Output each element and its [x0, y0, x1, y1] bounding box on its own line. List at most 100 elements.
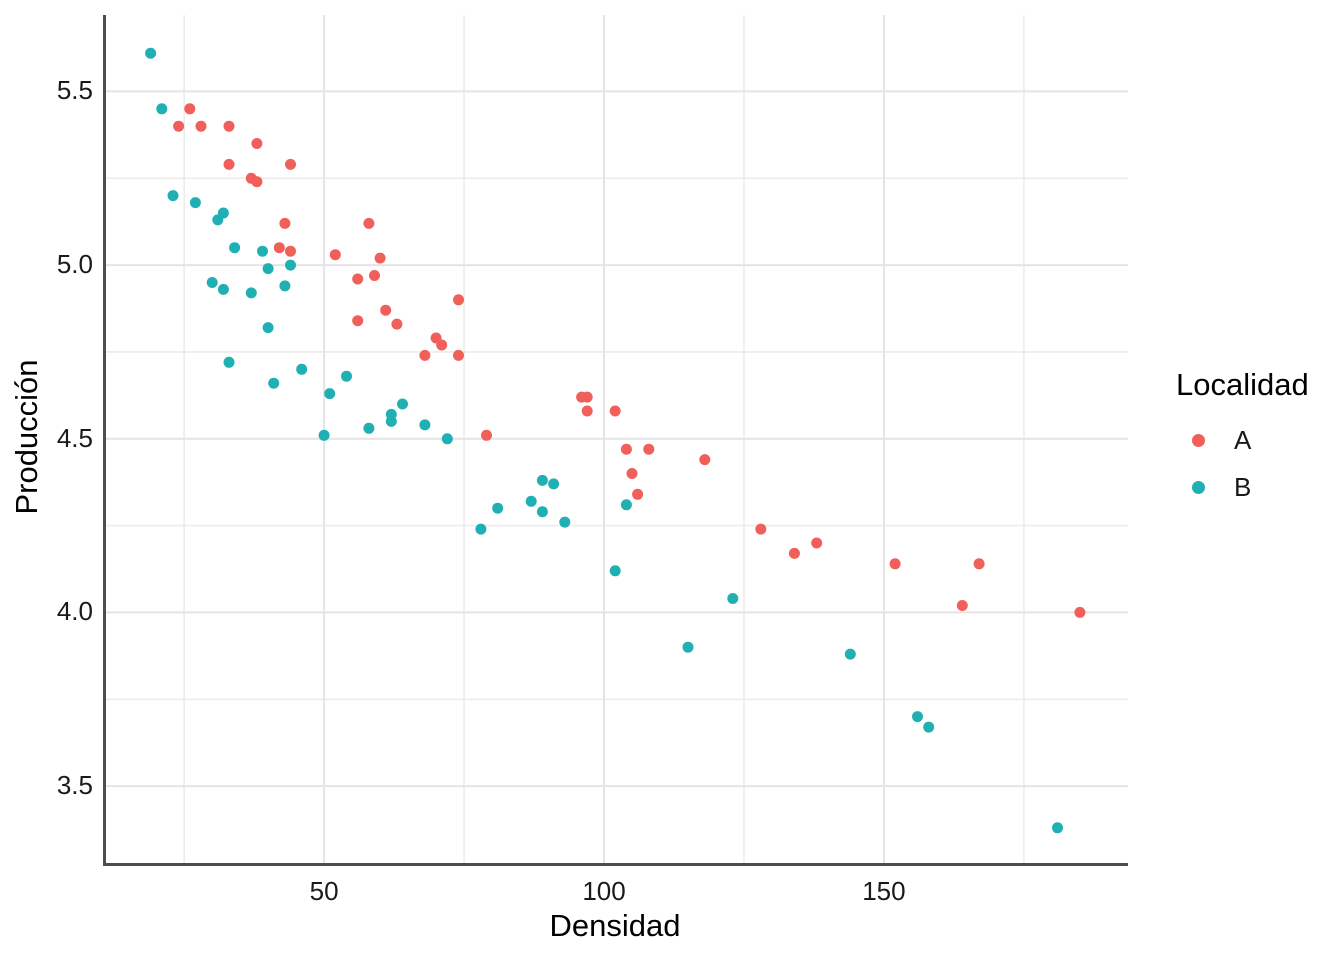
data-point-B	[419, 419, 431, 431]
data-point-B	[223, 356, 235, 368]
data-point-A	[453, 294, 464, 306]
data-point-A	[581, 405, 593, 417]
data-point-A	[251, 138, 263, 149]
data-point-B	[397, 398, 408, 410]
data-point-A	[643, 443, 655, 455]
data-point-A	[811, 537, 823, 549]
data-point-B	[341, 370, 352, 382]
data-point-B	[923, 721, 935, 733]
data-point-A	[195, 120, 207, 132]
data-point-B	[279, 280, 291, 292]
legend-item-A: A	[1176, 417, 1309, 464]
scatter-points-canvas	[103, 15, 1128, 866]
data-point-B	[492, 502, 504, 514]
data-point-B	[441, 433, 453, 445]
data-point-A	[626, 468, 638, 479]
data-point-B	[475, 523, 487, 535]
data-point-B	[296, 363, 308, 375]
x-tick-label: 150	[862, 876, 906, 906]
data-point-B	[189, 197, 201, 209]
y-tick-label: 5.0	[56, 248, 93, 279]
data-point-A	[273, 242, 285, 254]
data-point-B	[1052, 822, 1063, 834]
data-point-B	[206, 277, 218, 288]
x-tick-label: 50	[309, 876, 339, 906]
data-point-B	[324, 388, 336, 400]
data-point-B	[844, 648, 856, 660]
data-point-B	[245, 287, 257, 299]
data-point-A	[184, 103, 196, 115]
data-point-B	[912, 711, 923, 723]
data-point-A	[279, 217, 291, 229]
data-point-A	[581, 391, 593, 403]
data-point-B	[525, 495, 537, 507]
data-point-A	[1074, 606, 1086, 618]
data-point-A	[453, 349, 464, 361]
data-point-A	[352, 315, 364, 327]
data-point-B	[285, 259, 296, 271]
data-point-A	[285, 245, 296, 257]
data-point-B	[262, 322, 274, 334]
data-point-B	[217, 283, 229, 295]
data-point-B	[262, 263, 274, 275]
data-point-A	[363, 217, 375, 229]
data-point-B	[156, 103, 168, 115]
data-point-B	[363, 422, 375, 434]
data-point-B	[727, 593, 739, 604]
data-point-B	[229, 242, 241, 254]
data-point-B	[559, 516, 571, 528]
data-point-A	[436, 339, 448, 351]
data-point-A	[173, 120, 185, 132]
legend-item-label: A	[1234, 425, 1252, 455]
y-tick-label: 4.5	[56, 422, 93, 453]
legend-item-label: B	[1234, 472, 1252, 502]
data-point-A	[956, 600, 968, 611]
data-point-B	[212, 214, 224, 226]
data-point-A	[391, 318, 403, 330]
data-point-B	[536, 506, 548, 518]
data-point-B	[682, 641, 694, 653]
data-point-A	[609, 405, 621, 417]
plot-panel	[103, 15, 1128, 866]
data-point-B	[145, 47, 157, 59]
data-point-B	[167, 190, 179, 202]
data-point-A	[419, 349, 431, 361]
data-point-B	[385, 415, 397, 427]
data-point-A	[380, 304, 392, 316]
data-point-A	[223, 120, 235, 132]
data-point-A	[223, 158, 235, 170]
data-point-B	[620, 499, 632, 511]
data-point-A	[251, 176, 263, 188]
data-point-B	[318, 429, 330, 441]
legend-point-icon	[1192, 434, 1205, 447]
data-point-B	[257, 245, 268, 257]
data-point-B	[268, 377, 280, 389]
data-point-B	[609, 565, 621, 577]
data-point-A	[699, 454, 711, 466]
legend-title: Localidad	[1176, 367, 1309, 402]
legend-item-B: B	[1176, 464, 1309, 511]
data-point-A	[632, 488, 644, 500]
data-point-B	[548, 478, 560, 490]
data-point-A	[620, 443, 632, 455]
data-point-A	[481, 429, 492, 441]
data-point-A	[788, 547, 800, 559]
data-point-A	[889, 558, 901, 570]
data-point-A	[329, 249, 341, 261]
x-axis-title: Densidad	[549, 908, 681, 943]
data-point-A	[352, 273, 364, 285]
data-point-A	[285, 158, 296, 170]
data-point-A	[374, 252, 386, 264]
y-tick-label: 3.5	[56, 769, 93, 800]
data-point-A	[755, 523, 767, 535]
data-point-A	[973, 558, 985, 570]
y-tick-label: 4.0	[56, 596, 93, 627]
data-point-A	[369, 270, 380, 281]
y-tick-label: 5.5	[56, 75, 93, 106]
legend-point-icon	[1192, 481, 1205, 494]
data-point-B	[536, 474, 548, 486]
x-tick-label: 100	[582, 876, 626, 906]
